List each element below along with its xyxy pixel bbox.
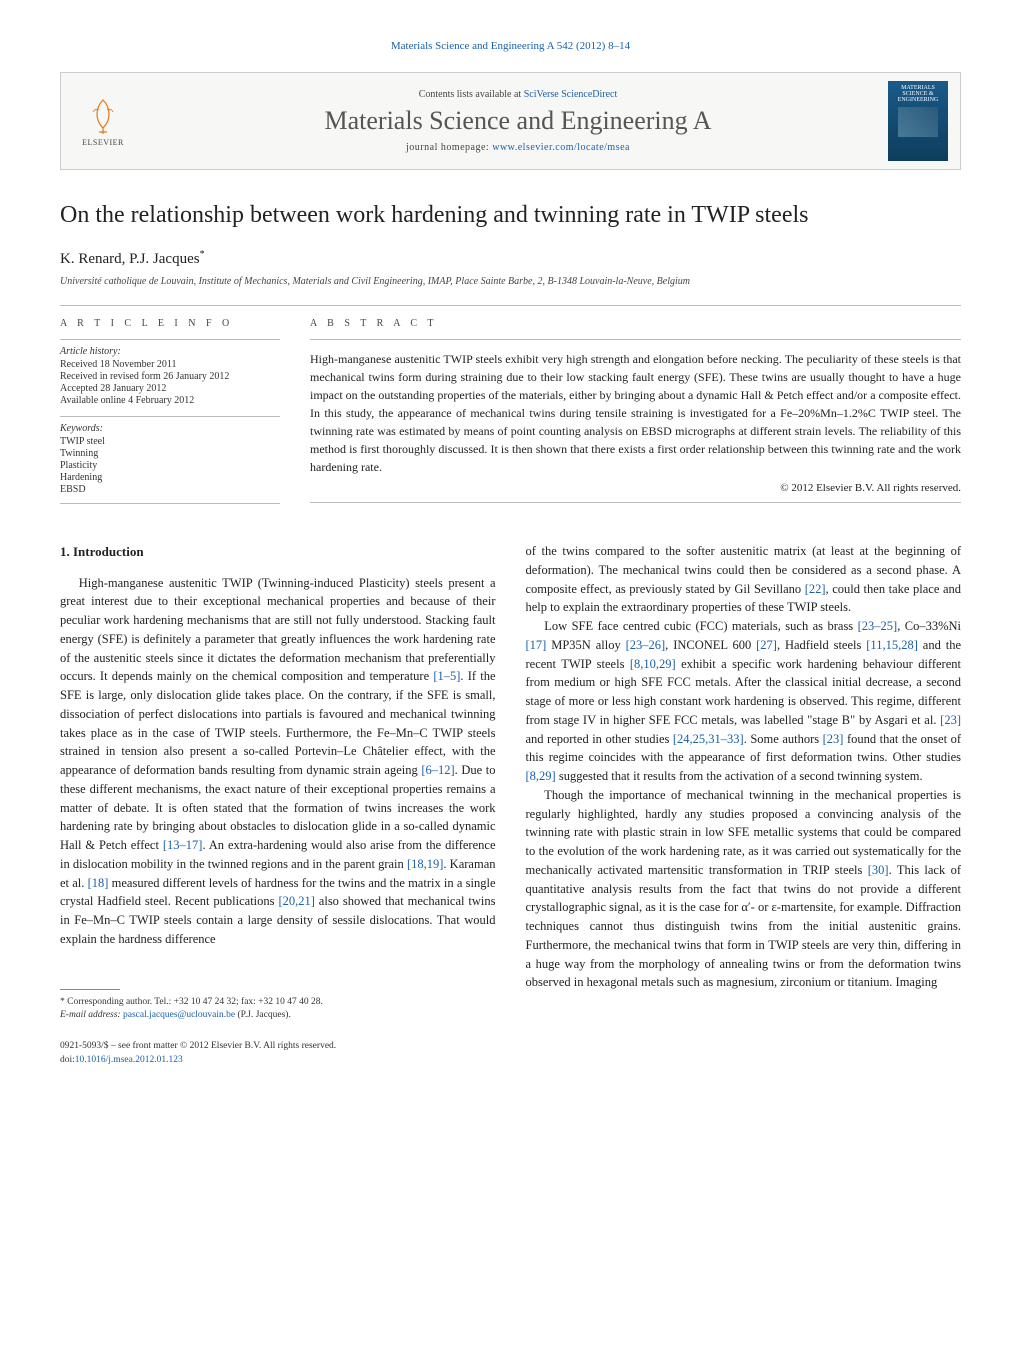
info-divider bbox=[60, 339, 280, 340]
keyword-2: Plasticity bbox=[60, 460, 280, 471]
abstract-divider bbox=[310, 339, 961, 340]
citation-link[interactable]: [18] bbox=[88, 876, 109, 890]
abstract-column: A B S T R A C T High-manganese austeniti… bbox=[310, 318, 961, 512]
elsevier-logo: ELSEVIER bbox=[73, 86, 133, 156]
citation-link[interactable]: [18,19] bbox=[407, 857, 443, 871]
affiliation-line: Université catholique de Louvain, Instit… bbox=[60, 276, 961, 287]
email-label: E-mail address: bbox=[60, 1010, 123, 1020]
author-names: K. Renard, P.J. Jacques bbox=[60, 251, 200, 267]
divider-top bbox=[60, 305, 961, 306]
cover-text: MATERIALS SCIENCE & ENGINEERING bbox=[892, 85, 944, 103]
doi-link[interactable]: 10.1016/j.msea.2012.01.123 bbox=[75, 1055, 183, 1065]
footnote-text: Corresponding author. Tel.: +32 10 47 24… bbox=[65, 997, 323, 1007]
body-paragraph: Though the importance of mechanical twin… bbox=[526, 786, 962, 992]
citation-link[interactable]: [24,25,31–33] bbox=[673, 732, 744, 746]
elsevier-label: ELSEVIER bbox=[82, 138, 124, 147]
body-text: . Some authors bbox=[744, 732, 823, 746]
citation-link[interactable]: [22] bbox=[805, 582, 826, 596]
info-abstract-row: A R T I C L E I N F O Article history: R… bbox=[60, 318, 961, 512]
abstract-heading: A B S T R A C T bbox=[310, 318, 961, 329]
history-online: Available online 4 February 2012 bbox=[60, 395, 280, 406]
body-text: and reported in other studies bbox=[526, 732, 673, 746]
doi-line: doi:10.1016/j.msea.2012.01.123 bbox=[60, 1054, 496, 1067]
abstract-bottom-divider bbox=[310, 502, 961, 503]
history-revised: Received in revised form 26 January 2012 bbox=[60, 371, 280, 382]
running-header: Materials Science and Engineering A 542 … bbox=[60, 40, 961, 52]
article-info-heading: A R T I C L E I N F O bbox=[60, 318, 280, 329]
scidirect-link[interactable]: SciVerse ScienceDirect bbox=[524, 89, 618, 100]
citation-link[interactable]: [11,15,28] bbox=[866, 638, 918, 652]
citation-link[interactable]: [27] bbox=[756, 638, 777, 652]
footnote-separator bbox=[60, 989, 120, 990]
citation-link[interactable]: [23] bbox=[823, 732, 844, 746]
banner-center: Contents lists available at SciVerse Sci… bbox=[148, 89, 888, 153]
keyword-1: Twinning bbox=[60, 448, 280, 459]
contents-available-line: Contents lists available at SciVerse Sci… bbox=[148, 89, 888, 100]
homepage-link[interactable]: www.elsevier.com/locate/msea bbox=[492, 142, 630, 153]
citation-link[interactable]: [8,10,29] bbox=[630, 657, 676, 671]
body-column-left: 1. Introduction High-manganese austeniti… bbox=[60, 542, 496, 1067]
email-link[interactable]: pascal.jacques@uclouvain.be bbox=[123, 1010, 235, 1020]
footer-metadata: 0921-5093/$ – see front matter © 2012 El… bbox=[60, 1040, 496, 1067]
body-text: High-manganese austenitic TWIP (Twinning… bbox=[60, 576, 496, 684]
page-container: Materials Science and Engineering A 542 … bbox=[0, 0, 1021, 1107]
citation-link[interactable]: [23–25] bbox=[858, 619, 898, 633]
body-paragraph-continuation: of the twins compared to the softer aust… bbox=[526, 542, 962, 617]
body-text: . This lack of quantitative analysis res… bbox=[526, 863, 962, 990]
journal-title-banner: Materials Science and Engineering A bbox=[148, 106, 888, 136]
abstract-copyright: © 2012 Elsevier B.V. All rights reserved… bbox=[310, 482, 961, 494]
citation-link[interactable]: [1–5] bbox=[433, 669, 460, 683]
keyword-0: TWIP steel bbox=[60, 436, 280, 447]
history-label: Article history: bbox=[60, 346, 280, 357]
homepage-prefix: journal homepage: bbox=[406, 142, 492, 153]
homepage-line: journal homepage: www.elsevier.com/locat… bbox=[148, 142, 888, 153]
body-text: MP35N alloy bbox=[546, 638, 625, 652]
history-accepted: Accepted 28 January 2012 bbox=[60, 383, 280, 394]
history-received: Received 18 November 2011 bbox=[60, 359, 280, 370]
doi-prefix: doi: bbox=[60, 1055, 75, 1065]
body-text: . If the SFE is large, only dislocation … bbox=[60, 669, 496, 777]
corresponding-footnote: * Corresponding author. Tel.: +32 10 47 … bbox=[60, 996, 496, 1023]
keywords-block: Keywords: TWIP steel Twinning Plasticity… bbox=[60, 423, 280, 495]
article-info-column: A R T I C L E I N F O Article history: R… bbox=[60, 318, 280, 512]
citation-link[interactable]: [13–17] bbox=[163, 838, 203, 852]
running-header-link[interactable]: Materials Science and Engineering A 542 … bbox=[391, 40, 630, 52]
info-bottom-divider bbox=[60, 503, 280, 504]
body-text: , Hadfield steels bbox=[777, 638, 866, 652]
body-paragraph: Low SFE face centred cubic (FCC) materia… bbox=[526, 617, 962, 786]
body-column-right: of the twins compared to the softer aust… bbox=[526, 542, 962, 1067]
journal-cover-thumbnail: MATERIALS SCIENCE & ENGINEERING bbox=[888, 81, 948, 161]
body-text: , Co–33%Ni bbox=[897, 619, 961, 633]
body-text: Low SFE face centred cubic (FCC) materia… bbox=[544, 619, 857, 633]
citation-link[interactable]: [23] bbox=[940, 713, 961, 727]
citation-link[interactable]: [8,29] bbox=[526, 769, 556, 783]
citation-link[interactable]: [6–12] bbox=[421, 763, 454, 777]
keywords-label: Keywords: bbox=[60, 423, 280, 434]
footnote-name-suffix: (P.J. Jacques). bbox=[235, 1010, 291, 1020]
citation-link[interactable]: [30] bbox=[868, 863, 889, 877]
section-1-heading: 1. Introduction bbox=[60, 542, 496, 562]
article-title: On the relationship between work hardeni… bbox=[60, 200, 961, 231]
authors-line: K. Renard, P.J. Jacques* bbox=[60, 249, 961, 268]
keyword-4: EBSD bbox=[60, 484, 280, 495]
body-text: , INCONEL 600 bbox=[665, 638, 756, 652]
body-columns: 1. Introduction High-manganese austeniti… bbox=[60, 542, 961, 1067]
citation-link[interactable]: [17] bbox=[526, 638, 547, 652]
keyword-3: Hardening bbox=[60, 472, 280, 483]
abstract-text: High-manganese austenitic TWIP steels ex… bbox=[310, 350, 961, 476]
keywords-divider bbox=[60, 416, 280, 417]
contents-prefix: Contents lists available at bbox=[419, 89, 524, 100]
citation-link[interactable]: [23–26] bbox=[626, 638, 666, 652]
citation-link[interactable]: [20,21] bbox=[278, 894, 314, 908]
cover-image-icon bbox=[898, 107, 938, 137]
corresponding-marker: * bbox=[200, 249, 205, 260]
body-paragraph: High-manganese austenitic TWIP (Twinning… bbox=[60, 574, 496, 949]
issn-copyright-line: 0921-5093/$ – see front matter © 2012 El… bbox=[60, 1040, 496, 1053]
elsevier-tree-icon bbox=[83, 96, 123, 136]
journal-banner: ELSEVIER Contents lists available at Sci… bbox=[60, 72, 961, 170]
body-text: suggested that it results from the activ… bbox=[556, 769, 923, 783]
